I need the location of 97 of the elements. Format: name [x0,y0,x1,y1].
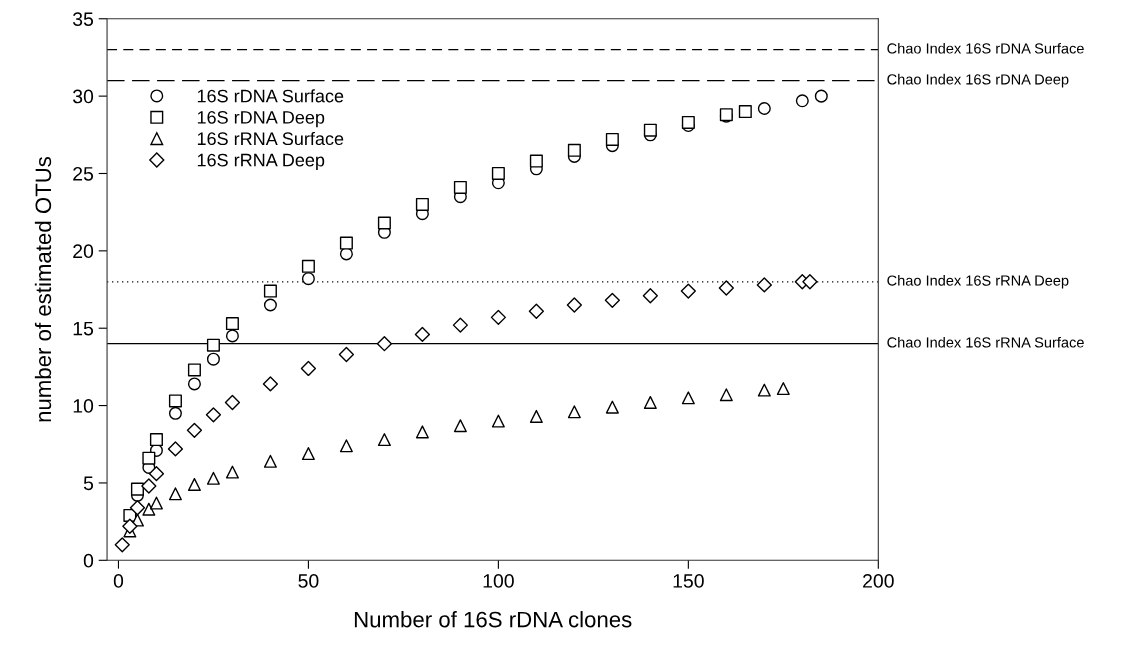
point [187,477,201,491]
point [377,433,391,447]
point [301,272,315,286]
point [719,388,733,402]
y-tick-label: 10 [73,399,94,413]
point [225,317,239,331]
point [680,283,696,299]
legend-label: 16S rDNA Surface [197,89,344,103]
point [529,409,543,423]
x-axis-title: Number of 16S rDNA clones [354,611,632,628]
ref-line-label: Chao Index 16S rDNA Deep [887,73,1069,88]
x-tick-label: 0 [113,574,124,588]
point [168,394,182,408]
point [141,478,157,494]
point [149,496,163,510]
point [205,407,222,423]
point [338,346,355,363]
y-tick-label: 15 [73,321,94,336]
point [642,288,658,304]
point [225,329,239,343]
point [567,143,581,157]
point [566,297,583,313]
point [795,94,809,108]
point [802,274,818,290]
point [414,326,431,343]
point [142,502,156,516]
point [415,425,429,439]
point [262,376,279,392]
point [643,123,657,137]
point [718,280,734,296]
point [491,166,505,180]
point [605,132,619,146]
ref-line-label: Chao Index 16S rRNA Surface [887,336,1084,348]
point [168,487,182,501]
y-tick-label: 0 [83,553,94,568]
point [167,441,184,457]
y-tick-label: 30 [72,89,94,104]
point [301,447,315,461]
ref-line-label: Chao Index 16S rRNA Deep [887,275,1069,289]
point [168,406,182,420]
y-tick-label: 35 [72,12,94,26]
x-tick-label: 200 [863,574,894,588]
point [738,105,752,119]
y-tick-label: 20 [73,244,94,259]
point [339,439,353,453]
point [681,391,695,405]
point [130,482,144,496]
point [452,317,469,333]
point [491,414,505,428]
x-tick-label: 100 [483,574,514,588]
point [149,433,163,447]
point [490,309,507,326]
point [757,383,771,397]
y-axis-title: number of estimated OTUs [34,156,52,422]
point [224,394,241,411]
point [263,298,277,312]
point [377,216,391,230]
point [187,377,201,391]
legend-label: 16S rDNA Deep [197,110,325,128]
point [605,400,619,414]
point [528,303,545,319]
legend-label: 16S rRNA Surface [197,131,344,146]
point [187,363,201,377]
point [186,422,203,438]
point [776,382,790,396]
ref-line-label: Chao Index 16S rDNA Surface [887,42,1084,54]
y-tick-label: 5 [83,476,94,491]
x-tick-label: 50 [298,574,319,588]
point [756,277,772,293]
point [263,284,277,298]
point [206,352,220,366]
point [339,236,353,250]
point [206,338,220,352]
point [206,471,220,485]
point [604,292,620,309]
point [814,89,828,103]
point [757,101,771,116]
legend-label: 16S rRNA Deep [197,153,325,171]
point [415,197,429,211]
point [301,259,315,273]
point [122,518,138,534]
point [142,451,156,465]
point [129,500,146,516]
point [225,465,239,479]
point [114,537,130,553]
point [529,154,543,168]
point [453,180,467,194]
point [148,466,165,482]
point [567,405,581,419]
y-tick-label: 25 [73,166,94,181]
point [263,454,277,468]
x-tick-label: 150 [673,574,704,588]
point [643,395,657,409]
point [300,360,317,377]
point [376,336,393,352]
point [681,115,695,129]
point [453,419,467,433]
